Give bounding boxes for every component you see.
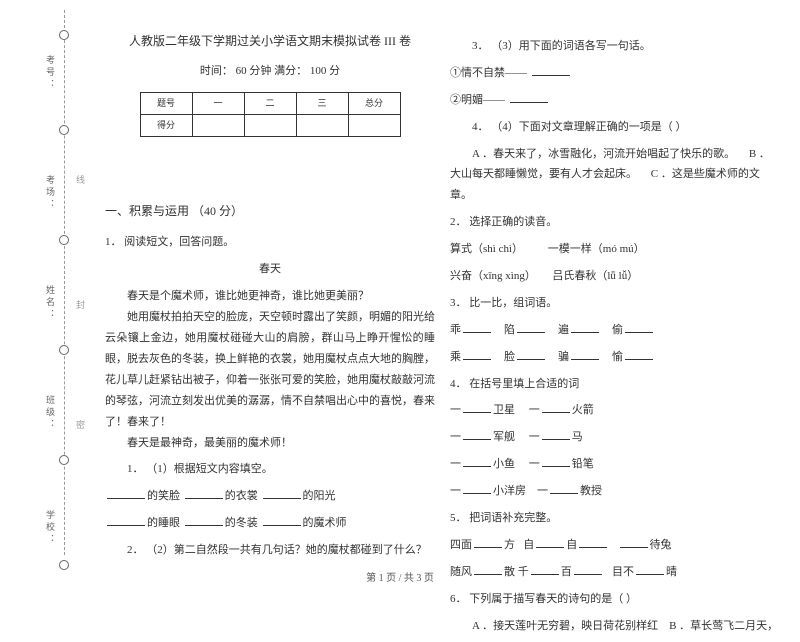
measure-row: 一小洋房 一教授 xyxy=(450,481,780,502)
fill-blank[interactable] xyxy=(510,91,548,103)
binding-label: 考场： xyxy=(44,175,57,211)
fill-blank[interactable] xyxy=(185,487,223,499)
fill-blank[interactable] xyxy=(263,514,301,526)
binding-dot-icon xyxy=(59,455,69,465)
binding-margin: 考号： 考场： 姓名： 班级： 学校： 线封密 xyxy=(42,0,87,570)
page-footer: 第 1 页 / 共 3 页 xyxy=(0,569,800,584)
binding-label: 班级： xyxy=(44,395,57,431)
fill-blank[interactable] xyxy=(517,348,545,360)
column-left: 人教版二年级下学期过关小学语文期末模拟试卷 III 卷 时间： 60 分钟 满分… xyxy=(105,30,435,567)
fill-blank[interactable] xyxy=(542,428,570,440)
fill-blank[interactable] xyxy=(517,321,545,333)
th-1: 一 xyxy=(192,92,244,114)
fill-blank[interactable] xyxy=(463,401,491,413)
fill-blank[interactable] xyxy=(550,482,578,494)
pinyin-row: 兴奋（xīng xìng） 吕氏春秋（lǖ lǚ） xyxy=(450,266,780,287)
binding-seg: 密 xyxy=(74,420,87,429)
binding-dot-icon xyxy=(59,345,69,355)
binding-seg: 线 xyxy=(74,175,87,184)
fill-blank[interactable] xyxy=(571,321,599,333)
q5: 5． 把词语补充完整。 xyxy=(450,508,780,529)
th-score: 得分 xyxy=(140,114,192,136)
fill-blank[interactable] xyxy=(474,536,502,548)
fill-row-1: 的笑脸 的衣裳 的阳光 xyxy=(105,486,435,507)
binding-line xyxy=(64,10,65,555)
q1-sub4: 4． （4）下面对文章理解正确的一项是（ ） xyxy=(450,117,780,138)
th-2: 二 xyxy=(244,92,296,114)
measure-row: 一军舰 一马 xyxy=(450,427,780,448)
table-row: 得分 xyxy=(140,114,400,136)
fill-blank[interactable] xyxy=(625,321,653,333)
q1-sub2: 2． （2）第二自然段一共有几句话？她的魔杖都碰到了什么？ xyxy=(105,540,435,561)
q2: 2． 选择正确的读音。 xyxy=(450,212,780,233)
fill-blank[interactable] xyxy=(571,348,599,360)
q1-sub3: 3． （3）用下面的词语各写一句话。 xyxy=(450,36,780,57)
th-3: 三 xyxy=(296,92,348,114)
binding-dot-icon xyxy=(59,235,69,245)
fill-blank[interactable] xyxy=(625,348,653,360)
fill-blank[interactable] xyxy=(463,428,491,440)
opt-b[interactable]: B ．草长莺飞二月天， xyxy=(669,620,778,632)
q6-opts: A ．接天莲叶无穷碧，映日荷花别样红 B ．草长莺飞二月天， xyxy=(450,616,780,637)
fill-blank[interactable] xyxy=(532,64,570,76)
column-right: 3． （3）用下面的词语各写一句话。 ①情不自禁—— ②明媚—— 4． （4）下… xyxy=(450,30,780,642)
opt-a[interactable]: A ．接天莲叶无穷碧，映日荷花别样红 xyxy=(472,620,658,632)
binding-label: 考号： xyxy=(44,55,57,91)
fill-blank[interactable] xyxy=(620,536,648,548)
fill-blank[interactable] xyxy=(463,321,491,333)
exam-title: 人教版二年级下学期过关小学语文期末模拟试卷 III 卷 xyxy=(105,30,435,53)
fill-blank[interactable] xyxy=(107,514,145,526)
fill-blank[interactable] xyxy=(107,487,145,499)
fill-row-2: 的睡眼 的冬装 的魔术师 xyxy=(105,513,435,534)
pinyin-row: 算式（shì chì） 一模一样（mó mú） xyxy=(450,239,780,260)
opt-a[interactable]: A ．春天来了，冰雪融化，河流开始唱起了快乐的歌。 xyxy=(472,148,735,160)
fill-blank[interactable] xyxy=(536,536,564,548)
fill-blank[interactable] xyxy=(463,482,491,494)
word-row: 乖 陷 遍 偷 xyxy=(450,320,780,341)
fill-blank[interactable] xyxy=(579,536,607,548)
opt-row: A ．春天来了，冰雪融化，河流开始唱起了快乐的歌。 B ．大山每天都睡懒觉，要有… xyxy=(450,144,780,207)
section-title: 一、积累与运用 （40 分） xyxy=(105,200,435,223)
q1-title: 1． 阅读短文，回答问题。 xyxy=(105,232,435,253)
fill-blank[interactable] xyxy=(542,401,570,413)
binding-seg: 封 xyxy=(74,300,87,309)
fill-blank[interactable] xyxy=(185,514,223,526)
fill-blank[interactable] xyxy=(542,455,570,467)
fill-blank[interactable] xyxy=(263,487,301,499)
binding-dot-icon xyxy=(59,125,69,135)
table-row: 题号 一 二 三 总分 xyxy=(140,92,400,114)
passage-p1: 春天是个魔术师，谁比她更神奇，谁比她更美丽？ xyxy=(105,286,435,307)
sentence-line-1: ①情不自禁—— xyxy=(450,63,780,84)
score-table: 题号 一 二 三 总分 得分 xyxy=(140,92,401,137)
binding-label: 学校： xyxy=(44,510,57,546)
q3: 3． 比一比，组词语。 xyxy=(450,293,780,314)
fill-blank[interactable] xyxy=(463,348,491,360)
measure-row: 一小鱼 一铅笔 xyxy=(450,454,780,475)
binding-label: 姓名： xyxy=(44,285,57,321)
q1-sub1: 1． （1）根据短文内容填空。 xyxy=(105,459,435,480)
passage-p2: 她用魔杖拍拍天空的脸庞，天空顿时露出了笑颜，明媚的阳光给云朵镶上金边，她用魔杖碰… xyxy=(105,307,435,432)
measure-row: 一卫星 一火箭 xyxy=(450,400,780,421)
th-num: 题号 xyxy=(140,92,192,114)
q4: 4． 在括号里填上合适的词 xyxy=(450,374,780,395)
word-row: 乘 脸 骗 愉 xyxy=(450,347,780,368)
passage-p3: 春天是最神奇，最美丽的魔术师！ xyxy=(105,433,435,454)
sentence-line-2: ②明媚—— xyxy=(450,90,780,111)
fill-blank[interactable] xyxy=(463,455,491,467)
passage-title: 春天 xyxy=(105,259,435,280)
binding-dot-icon xyxy=(59,30,69,40)
exam-subtitle: 时间： 60 分钟 满分： 100 分 xyxy=(105,61,435,82)
th-total: 总分 xyxy=(348,92,400,114)
idiom-row: 四面方 自自 待兔 xyxy=(450,535,780,556)
